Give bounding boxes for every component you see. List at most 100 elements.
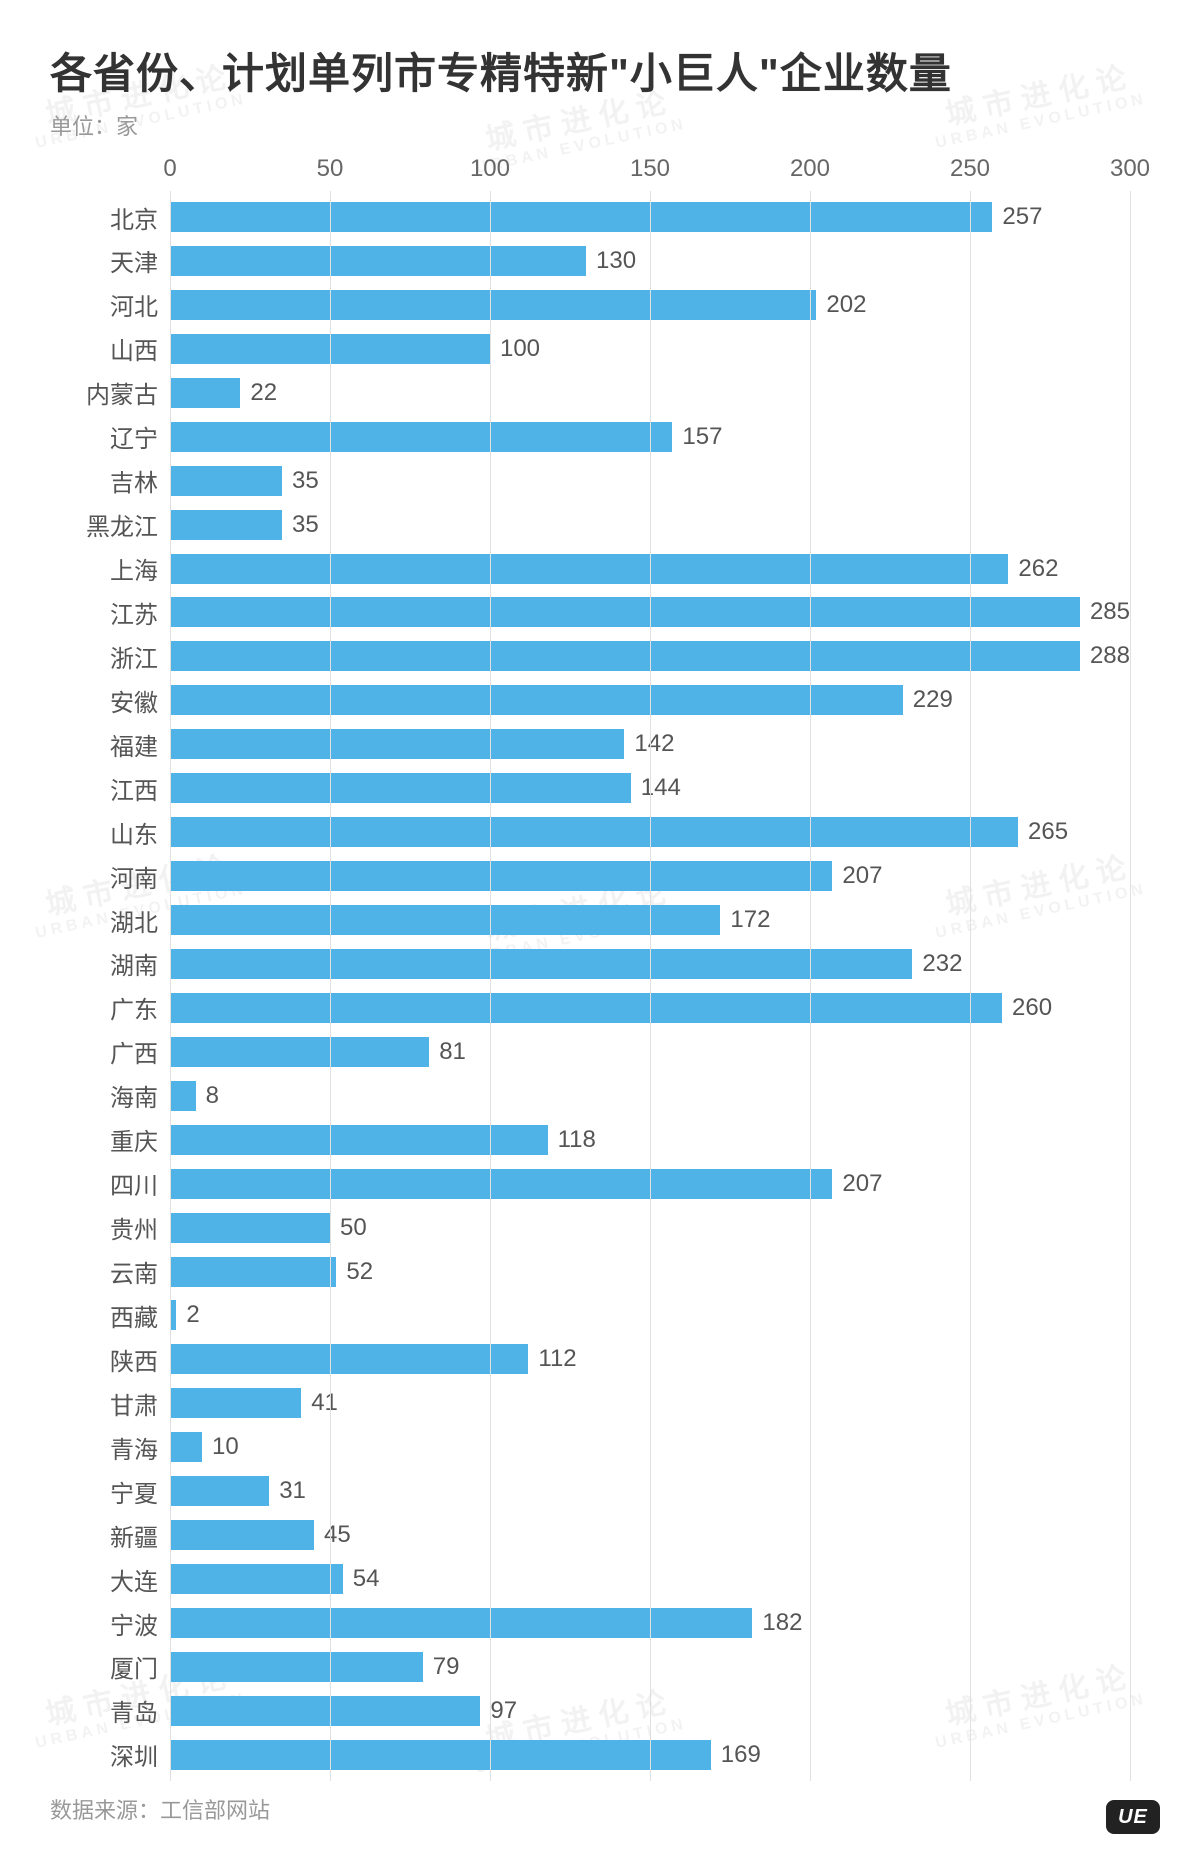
y-category-label: 深圳 xyxy=(110,1737,158,1772)
bar xyxy=(170,378,240,408)
y-category-label: 安徽 xyxy=(110,683,158,718)
bar xyxy=(170,246,586,276)
bar xyxy=(170,554,1008,584)
y-category-label: 浙江 xyxy=(110,639,158,674)
bar xyxy=(170,202,992,232)
bar-value-label: 257 xyxy=(1002,203,1042,231)
bar xyxy=(170,1169,832,1199)
y-category-label: 青岛 xyxy=(110,1693,158,1728)
bar-value-label: 202 xyxy=(826,291,866,319)
bar xyxy=(170,1652,423,1682)
y-category-label: 宁夏 xyxy=(110,1474,158,1509)
bar-value-label: 41 xyxy=(311,1389,338,1417)
bar-value-label: 97 xyxy=(490,1697,517,1725)
y-category-label: 青海 xyxy=(110,1430,158,1465)
gridline xyxy=(330,191,331,1781)
bar xyxy=(170,1520,314,1550)
bar xyxy=(170,290,816,320)
bar xyxy=(170,905,720,935)
x-tick-label: 300 xyxy=(1110,155,1150,183)
gridline xyxy=(810,191,811,1781)
y-category-label: 大连 xyxy=(110,1562,158,1597)
bar xyxy=(170,685,903,715)
bar-value-label: 10 xyxy=(212,1433,239,1461)
bar xyxy=(170,1213,330,1243)
gridline xyxy=(490,191,491,1781)
bar-value-label: 2 xyxy=(186,1301,199,1329)
bar xyxy=(170,641,1080,671)
bar-value-label: 100 xyxy=(500,335,540,363)
y-category-label: 甘肃 xyxy=(110,1386,158,1421)
bar xyxy=(170,1257,336,1287)
chart-container: 各省份、计划单列市专精特新"小巨人"企业数量 单位：家 北京257天津130河北… xyxy=(0,0,1200,1860)
bar xyxy=(170,1344,528,1374)
bar xyxy=(170,773,631,803)
bar-value-label: 142 xyxy=(634,730,674,758)
bar-value-label: 8 xyxy=(206,1082,219,1110)
y-category-label: 西藏 xyxy=(110,1298,158,1333)
y-category-label: 厦门 xyxy=(110,1649,158,1684)
bar xyxy=(170,729,624,759)
gridline xyxy=(170,191,171,1781)
y-category-label: 上海 xyxy=(110,551,158,586)
bar xyxy=(170,817,1018,847)
bar-value-label: 144 xyxy=(641,774,681,802)
y-category-label: 江苏 xyxy=(110,595,158,630)
bar xyxy=(170,993,1002,1023)
y-category-label: 四川 xyxy=(110,1166,158,1201)
x-tick-label: 250 xyxy=(950,155,990,183)
x-tick-label: 50 xyxy=(317,155,344,183)
bar xyxy=(170,861,832,891)
y-category-label: 福建 xyxy=(110,727,158,762)
y-category-label: 新疆 xyxy=(110,1518,158,1553)
bar xyxy=(170,1608,752,1638)
bar-value-label: 288 xyxy=(1090,642,1130,670)
bar xyxy=(170,597,1080,627)
bar-value-label: 169 xyxy=(721,1741,761,1769)
bar-value-label: 35 xyxy=(292,511,319,539)
bar-value-label: 50 xyxy=(340,1214,367,1242)
plot-area: 北京257天津130河北202山西100内蒙古22辽宁157吉林35黑龙江35上… xyxy=(170,191,1130,1781)
bar-value-label: 207 xyxy=(842,862,882,890)
y-category-label: 海南 xyxy=(110,1078,158,1113)
chart-subtitle: 单位：家 xyxy=(50,109,1150,141)
y-category-label: 广西 xyxy=(110,1034,158,1069)
bar-value-label: 285 xyxy=(1090,598,1130,626)
bar-value-label: 265 xyxy=(1028,818,1068,846)
bar xyxy=(170,1037,429,1067)
x-tick-label: 200 xyxy=(790,155,830,183)
y-category-label: 山西 xyxy=(110,331,158,366)
y-category-label: 广东 xyxy=(110,990,158,1025)
bar-value-label: 262 xyxy=(1018,555,1058,583)
bar-value-label: 79 xyxy=(433,1653,460,1681)
gridline xyxy=(650,191,651,1781)
y-category-label: 内蒙古 xyxy=(86,375,158,410)
bar-value-label: 229 xyxy=(913,686,953,714)
x-tick-label: 150 xyxy=(630,155,670,183)
bar-value-label: 260 xyxy=(1012,994,1052,1022)
x-tick-label: 0 xyxy=(163,155,176,183)
bar xyxy=(170,1081,196,1111)
source-label: 数据来源：工信部网站 xyxy=(50,1793,1150,1825)
y-category-label: 吉林 xyxy=(110,463,158,498)
y-category-label: 云南 xyxy=(110,1254,158,1289)
bar-value-label: 45 xyxy=(324,1521,351,1549)
bar xyxy=(170,1564,343,1594)
bar-value-label: 54 xyxy=(353,1565,380,1593)
bar-value-label: 207 xyxy=(842,1170,882,1198)
bar-value-label: 172 xyxy=(730,906,770,934)
y-category-label: 陕西 xyxy=(110,1342,158,1377)
bar-value-label: 35 xyxy=(292,467,319,495)
y-category-label: 江西 xyxy=(110,771,158,806)
chart-title: 各省份、计划单列市专精特新"小巨人"企业数量 xyxy=(50,40,1150,101)
y-category-label: 辽宁 xyxy=(110,419,158,454)
bar-value-label: 112 xyxy=(538,1345,576,1373)
y-category-label: 北京 xyxy=(110,200,158,235)
y-category-label: 重庆 xyxy=(110,1122,158,1157)
bar xyxy=(170,1740,711,1770)
chart-area: 北京257天津130河北202山西100内蒙古22辽宁157吉林35黑龙江35上… xyxy=(170,151,1130,1781)
bar xyxy=(170,422,672,452)
brand-label: 城市进化论 xyxy=(50,1855,1150,1860)
gridline xyxy=(970,191,971,1781)
bar-value-label: 118 xyxy=(558,1126,596,1154)
